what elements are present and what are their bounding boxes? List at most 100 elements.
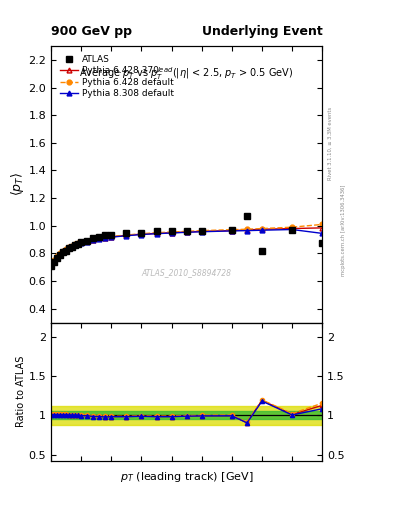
Pythia 8.308 default: [184, 229, 189, 236]
Pythia 8.308 default: [320, 230, 325, 237]
X-axis label: $p_T$ (leading track) [GeV]: $p_T$ (leading track) [GeV]: [120, 470, 253, 484]
Pythia 6.428 370: [85, 238, 90, 244]
Pythia 6.428 default: [97, 235, 102, 241]
Text: 900 GeV pp: 900 GeV pp: [51, 26, 132, 38]
Pythia 6.428 370: [230, 227, 234, 233]
ATLAS: [103, 232, 108, 239]
ATLAS: [49, 263, 53, 269]
Pythia 8.308 default: [55, 254, 59, 260]
Pythia 6.428 370: [67, 244, 72, 250]
Line: Pythia 6.428 default: Pythia 6.428 default: [49, 222, 325, 267]
Pythia 8.308 default: [199, 229, 204, 235]
Pythia 6.428 default: [290, 224, 294, 230]
ATLAS: [320, 240, 325, 246]
ATLAS: [244, 213, 249, 219]
Text: Underlying Event: Underlying Event: [202, 26, 322, 38]
ATLAS: [109, 232, 114, 238]
Pythia 6.428 370: [49, 262, 53, 268]
Line: Pythia 8.308 default: Pythia 8.308 default: [49, 227, 325, 268]
Pythia 6.428 370: [169, 229, 174, 236]
Pythia 6.428 370: [109, 234, 114, 240]
Pythia 6.428 default: [91, 237, 95, 243]
Pythia 8.308 default: [70, 243, 75, 249]
Pythia 8.308 default: [52, 258, 57, 264]
Pythia 6.428 370: [79, 239, 84, 245]
Pythia 6.428 default: [55, 253, 59, 259]
Pythia 6.428 370: [61, 248, 66, 254]
Pythia 6.428 370: [244, 227, 249, 233]
ATLAS: [124, 230, 129, 237]
ATLAS: [73, 242, 77, 248]
Pythia 8.308 default: [109, 234, 114, 240]
Pythia 6.428 default: [260, 225, 264, 231]
ATLAS: [199, 227, 204, 233]
ATLAS: [290, 227, 294, 233]
Pythia 6.428 default: [184, 228, 189, 234]
Pythia 6.428 370: [103, 234, 108, 241]
Pythia 6.428 370: [184, 229, 189, 235]
ATLAS: [61, 249, 66, 255]
Pythia 8.308 default: [154, 230, 159, 237]
Pythia 6.428 default: [124, 232, 129, 238]
Text: Rivet 3.1.10, ≥ 3.3M events: Rivet 3.1.10, ≥ 3.3M events: [328, 106, 333, 180]
Pythia 6.428 default: [139, 230, 144, 237]
ATLAS: [76, 241, 81, 247]
Pythia 6.428 370: [199, 228, 204, 234]
Pythia 8.308 default: [67, 245, 72, 251]
Pythia 6.428 default: [64, 246, 68, 252]
Pythia 6.428 370: [290, 225, 294, 231]
Text: mcplots.cern.ch [arXiv:1306.3436]: mcplots.cern.ch [arXiv:1306.3436]: [341, 185, 346, 276]
Pythia 6.428 370: [70, 243, 75, 249]
ATLAS: [79, 239, 84, 245]
Pythia 8.308 default: [124, 232, 129, 239]
ATLAS: [230, 227, 234, 233]
Pythia 6.428 370: [55, 253, 59, 259]
Pythia 8.308 default: [76, 241, 81, 247]
Pythia 6.428 default: [61, 248, 66, 254]
ATLAS: [91, 235, 95, 241]
Pythia 6.428 370: [320, 225, 325, 231]
Pythia 6.428 370: [139, 231, 144, 237]
ATLAS: [169, 227, 174, 233]
ATLAS: [154, 228, 159, 234]
Pythia 8.308 default: [244, 227, 249, 233]
Pythia 6.428 default: [76, 240, 81, 246]
ATLAS: [97, 234, 102, 240]
Pythia 6.428 default: [52, 257, 57, 263]
Pythia 8.308 default: [58, 251, 62, 257]
ATLAS: [55, 254, 59, 261]
Pythia 8.308 default: [260, 227, 264, 233]
Pythia 6.428 default: [103, 234, 108, 240]
Pythia 6.428 370: [73, 241, 77, 247]
Pythia 8.308 default: [91, 237, 95, 243]
Pythia 8.308 default: [49, 262, 53, 268]
Pythia 8.308 default: [290, 226, 294, 232]
Pythia 6.428 370: [64, 246, 68, 252]
Pythia 6.428 default: [85, 238, 90, 244]
Pythia 8.308 default: [169, 230, 174, 236]
ATLAS: [70, 243, 75, 249]
Text: Average $p_T$ vs $p_T^{lead}$(|$\eta$| < 2.5, $p_T$ > 0.5 GeV): Average $p_T$ vs $p_T^{lead}$(|$\eta$| <…: [79, 66, 294, 82]
ATLAS: [260, 248, 264, 254]
Pythia 8.308 default: [103, 235, 108, 241]
ATLAS: [52, 259, 57, 265]
Pythia 8.308 default: [61, 248, 66, 254]
Pythia 6.428 370: [58, 250, 62, 257]
Pythia 6.428 default: [154, 229, 159, 236]
Pythia 6.428 default: [109, 233, 114, 240]
Pythia 6.428 default: [73, 241, 77, 247]
Pythia 6.428 370: [124, 232, 129, 239]
ATLAS: [184, 227, 189, 233]
Y-axis label: $\langle p_T \rangle$: $\langle p_T \rangle$: [9, 172, 26, 197]
Pythia 6.428 370: [91, 237, 95, 243]
Bar: [51, 411, 322, 419]
Pythia 6.428 default: [169, 229, 174, 235]
ATLAS: [85, 238, 90, 244]
Pythia 8.308 default: [230, 228, 234, 234]
Pythia 8.308 default: [73, 242, 77, 248]
Pythia 8.308 default: [97, 236, 102, 242]
ATLAS: [139, 229, 144, 236]
Pythia 8.308 default: [79, 240, 84, 246]
ATLAS: [67, 245, 72, 251]
Pythia 6.428 default: [230, 227, 234, 233]
